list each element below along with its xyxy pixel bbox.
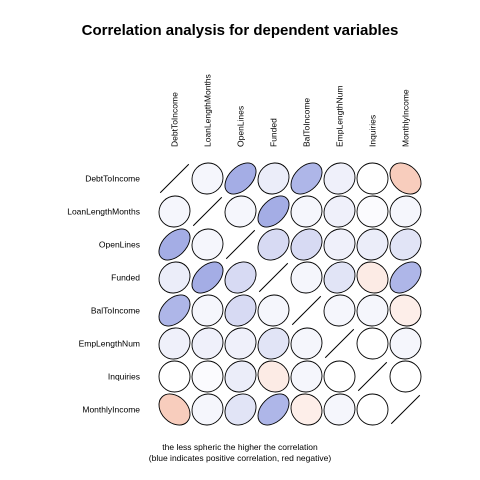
column-label-funded: Funded (269, 118, 279, 147)
cell-funded-baltoincome (290, 261, 323, 294)
cell-baltoincome-inquiries (356, 294, 389, 327)
cell-funded-funded-diagonal (258, 262, 289, 293)
cell-emplengthnum-inquiries (356, 327, 389, 360)
column-label-debttoincome: DebtToIncome (170, 92, 180, 147)
row-label-loanlengthmonths: LoanLengthMonths (67, 207, 140, 217)
cell-openlines-funded (257, 228, 290, 261)
cell-emplengthnum-loanlengthmonths (191, 327, 224, 360)
cell-monthlyincome-funded (257, 393, 290, 426)
cell-debttoincome-monthlyincome (389, 162, 422, 195)
cell-inquiries-baltoincome (290, 360, 323, 393)
chart-note-1: the less spheric the higher the correlat… (162, 442, 318, 452)
cell-inquiries-debttoincome (158, 360, 191, 393)
cell-openlines-loanlengthmonths (191, 228, 224, 261)
cell-baltoincome-funded (257, 294, 290, 327)
cell-debttoincome-funded (257, 162, 290, 195)
cell-baltoincome-loanlengthmonths (191, 294, 224, 327)
cell-baltoincome-openlines (224, 294, 257, 327)
column-label-monthlyincome: MonthlyIncome (401, 89, 411, 147)
cell-openlines-baltoincome (290, 228, 323, 261)
column-label-emplengthnum: EmpLengthNum (335, 86, 345, 147)
cell-baltoincome-emplengthnum (323, 294, 356, 327)
cell-funded-debttoincome (158, 261, 191, 294)
chart-note-2: (blue indicates positive correlation, re… (149, 453, 332, 463)
cell-emplengthnum-funded (257, 327, 290, 360)
cell-loanlengthmonths-loanlengthmonths-diagonal (192, 196, 223, 227)
cell-baltoincome-baltoincome-diagonal (291, 295, 322, 326)
row-label-baltoincome: BalToIncome (91, 306, 140, 316)
cell-funded-emplengthnum (323, 261, 356, 294)
row-label-monthlyincome: MonthlyIncome (82, 405, 140, 415)
cell-loanlengthmonths-monthlyincome (389, 195, 422, 228)
cell-emplengthnum-monthlyincome (389, 327, 422, 360)
cell-monthlyincome-loanlengthmonths (191, 393, 224, 426)
row-label-openlines: OpenLines (99, 240, 140, 250)
correlation-cells (158, 162, 422, 426)
cell-debttoincome-emplengthnum (323, 162, 356, 195)
cell-emplengthnum-debttoincome (158, 327, 191, 360)
row-label-inquiries: Inquiries (108, 372, 140, 382)
cell-monthlyincome-inquiries (356, 393, 389, 426)
row-label-funded: Funded (111, 273, 140, 283)
cell-monthlyincome-emplengthnum (323, 393, 356, 426)
cell-funded-openlines (224, 261, 257, 294)
cell-monthlyincome-openlines (224, 393, 257, 426)
cell-debttoincome-loanlengthmonths (191, 162, 224, 195)
cell-debttoincome-baltoincome (290, 162, 323, 195)
cell-inquiries-loanlengthmonths (191, 360, 224, 393)
row-labels: DebtToIncome LoanLengthMonths OpenLines Fun… (67, 174, 140, 415)
cell-inquiries-emplengthnum (323, 360, 356, 393)
cell-emplengthnum-emplengthnum-diagonal (324, 328, 355, 359)
cell-monthlyincome-monthlyincome-diagonal (390, 394, 421, 425)
cell-monthlyincome-debttoincome (158, 393, 191, 426)
cell-debttoincome-inquiries (356, 162, 389, 195)
cell-inquiries-inquiries-diagonal (357, 361, 388, 392)
cell-funded-monthlyincome (389, 261, 422, 294)
cell-baltoincome-monthlyincome (389, 294, 422, 327)
cell-loanlengthmonths-inquiries (356, 195, 389, 228)
cell-loanlengthmonths-debttoincome (158, 195, 191, 228)
column-label-inquiries: Inquiries (368, 115, 378, 147)
column-label-loanlengthmonths: LoanLengthMonths (203, 74, 213, 147)
cell-openlines-monthlyincome (389, 228, 422, 261)
cell-loanlengthmonths-funded (257, 195, 290, 228)
column-labels: DebtToIncome LoanLengthMonths OpenLines Fun… (170, 74, 411, 147)
chart-title: Correlation analysis for dependent varia… (82, 22, 399, 39)
cell-loanlengthmonths-openlines (224, 195, 257, 228)
column-label-baltoincome: BalToIncome (302, 98, 312, 147)
cell-openlines-emplengthnum (323, 228, 356, 261)
cell-funded-loanlengthmonths (191, 261, 224, 294)
row-label-debttoincome: DebtToIncome (85, 174, 140, 184)
cell-loanlengthmonths-emplengthnum (323, 195, 356, 228)
cell-inquiries-openlines (224, 360, 257, 393)
cell-openlines-debttoincome (158, 228, 191, 261)
cell-loanlengthmonths-baltoincome (290, 195, 323, 228)
cell-baltoincome-debttoincome (158, 294, 191, 327)
cell-openlines-inquiries (356, 228, 389, 261)
column-label-openlines: OpenLines (236, 106, 246, 147)
cell-debttoincome-debttoincome-diagonal (159, 163, 190, 194)
cell-monthlyincome-baltoincome (290, 393, 323, 426)
cell-funded-inquiries (356, 261, 389, 294)
cell-inquiries-monthlyincome (389, 360, 422, 393)
cell-openlines-openlines-diagonal (225, 229, 256, 260)
cell-debttoincome-openlines (224, 162, 257, 195)
cell-emplengthnum-baltoincome (290, 327, 323, 360)
cell-inquiries-funded (257, 360, 290, 393)
cell-emplengthnum-openlines (224, 327, 257, 360)
row-label-emplengthnum: EmpLengthNum (79, 339, 140, 349)
